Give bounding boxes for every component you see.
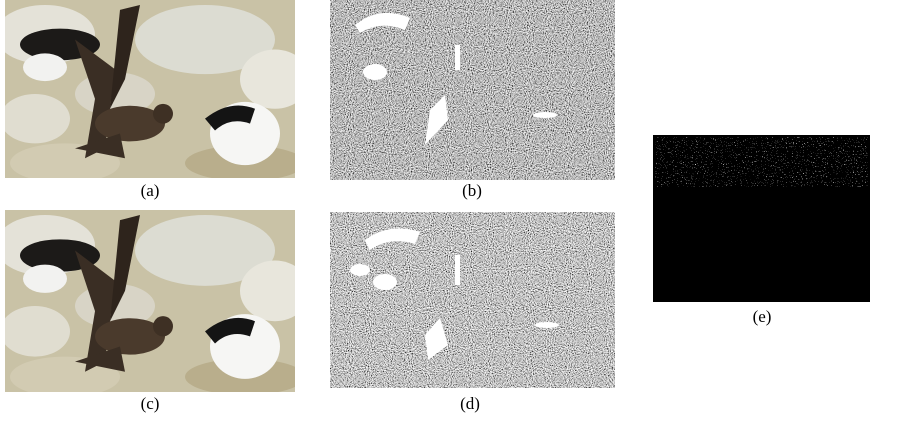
caption: (b) [462, 181, 482, 200]
figure: (a) (b) (c) (d) (e) [0, 0, 915, 423]
caption: (a) [141, 181, 160, 200]
noise-map-d [330, 212, 615, 388]
photo-frame-a [0, 0, 310, 183]
binary-map-e [653, 135, 870, 302]
caption: (e) [753, 307, 772, 326]
caption: (c) [141, 394, 160, 413]
noise-map-b [330, 0, 615, 180]
caption: (d) [460, 394, 480, 413]
photo-frame-c [0, 210, 310, 397]
